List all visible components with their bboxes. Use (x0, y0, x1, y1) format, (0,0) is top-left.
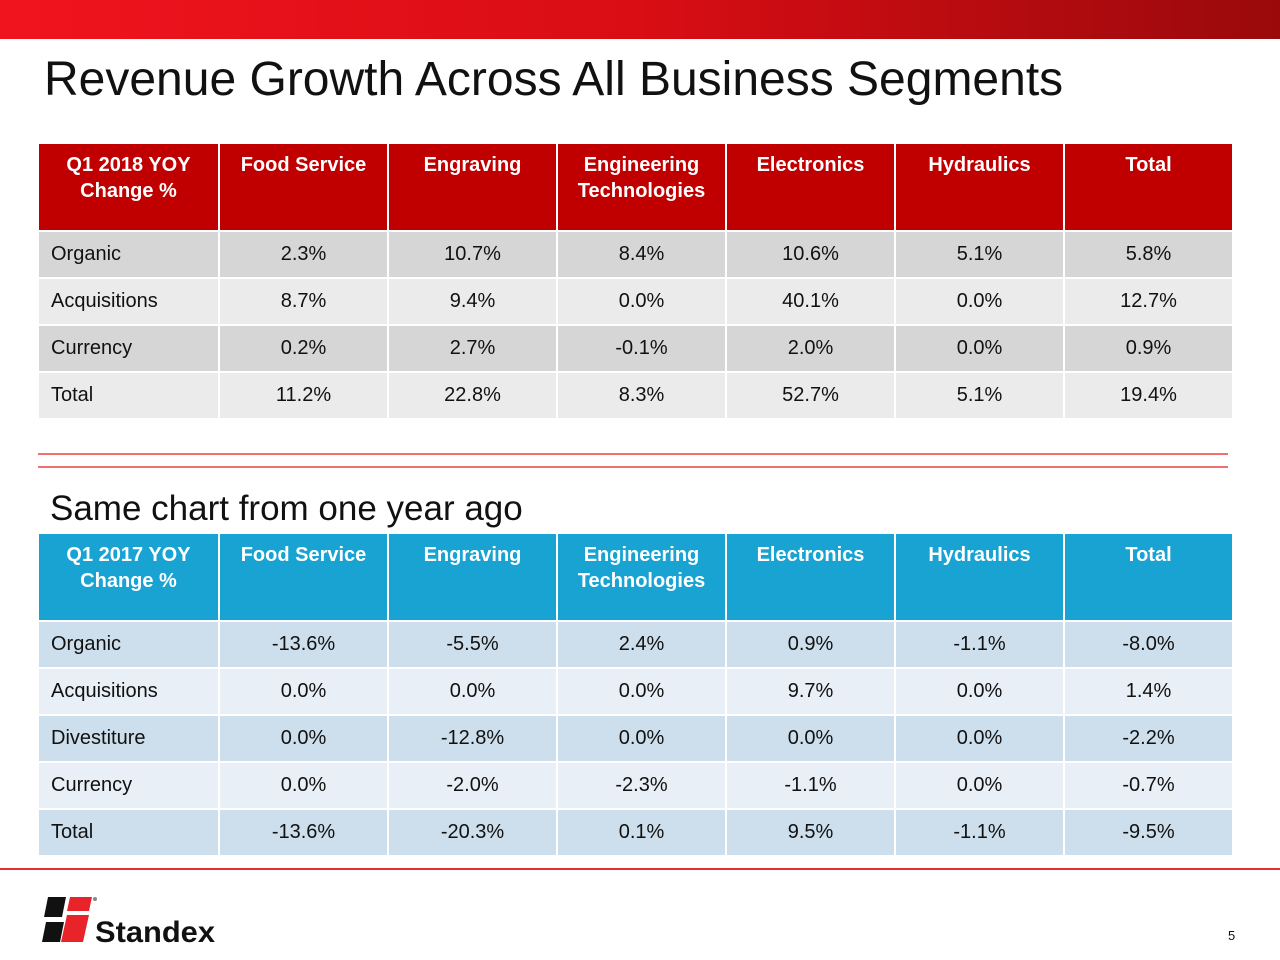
table-cell: 10.7% (389, 232, 556, 277)
table-cell: 9.4% (389, 279, 556, 324)
table-cell: 0.0% (896, 669, 1063, 714)
top-banner (0, 0, 1280, 39)
table-cell: 0.0% (558, 279, 725, 324)
table-cell: 5.8% (1065, 232, 1232, 277)
table-cell: 0.0% (389, 669, 556, 714)
table-row: Organic -13.6% -5.5% 2.4% 0.9% -1.1% -8.0% (39, 622, 1232, 667)
footer-rule (0, 868, 1280, 870)
table-cell: -12.8% (389, 716, 556, 761)
table-cell: -0.1% (558, 326, 725, 371)
divider (38, 466, 1228, 468)
table-row: Currency 0.2% 2.7% -0.1% 2.0% 0.0% 0.9% (39, 326, 1232, 371)
header-row: Q1 2018 YOY Change % Food Service Engravin… (39, 144, 1232, 230)
table-cell: 10.6% (727, 232, 894, 277)
table-row: Total 11.2% 22.8% 8.3% 52.7% 5.1% 19.4% (39, 373, 1232, 418)
row-label: Total (39, 810, 218, 855)
row-label: Currency (39, 763, 218, 808)
svg-text:Standex: Standex (95, 916, 215, 945)
table-cell: 0.0% (220, 763, 387, 808)
table-cell: -20.3% (389, 810, 556, 855)
column-header: Food Service (220, 144, 387, 230)
table-cell: -13.6% (220, 622, 387, 667)
table-cell: 2.3% (220, 232, 387, 277)
table-cell: 19.4% (1065, 373, 1232, 418)
table-cell: 5.1% (896, 373, 1063, 418)
row-label: Divestiture (39, 716, 218, 761)
table-cell: 0.1% (558, 810, 725, 855)
table-cell: 2.7% (389, 326, 556, 371)
table-cell: -13.6% (220, 810, 387, 855)
row-label: Organic (39, 622, 218, 667)
table-row: Acquisitions 8.7% 9.4% 0.0% 40.1% 0.0% 12.7% (39, 279, 1232, 324)
table-cell: 0.0% (558, 716, 725, 761)
table-cell: 2.4% (558, 622, 725, 667)
table-cell: -2.3% (558, 763, 725, 808)
column-header: Electronics (727, 534, 894, 620)
column-header: Engraving (389, 534, 556, 620)
table-cell: 0.9% (727, 622, 894, 667)
row-label: Acquisitions (39, 279, 218, 324)
table-row: Total -13.6% -20.3% 0.1% 9.5% -1.1% -9.5% (39, 810, 1232, 855)
row-label: Acquisitions (39, 669, 218, 714)
prior-year-table: Q1 2017 YOY Change % Food Service Engravin… (37, 532, 1234, 857)
table-row: Acquisitions 0.0% 0.0% 0.0% 9.7% 0.0% 1.4% (39, 669, 1232, 714)
table-cell: 5.1% (896, 232, 1063, 277)
row-label-header: Q1 2018 YOY Change % (39, 144, 218, 230)
table-cell: 8.3% (558, 373, 725, 418)
table-cell: 0.0% (896, 763, 1063, 808)
standex-logo: Standex (42, 897, 215, 945)
table-cell: -1.1% (896, 810, 1063, 855)
table-cell: -1.1% (896, 622, 1063, 667)
column-header: Total (1065, 144, 1232, 230)
column-header: Engineering Technologies (558, 144, 725, 230)
row-label-header: Q1 2017 YOY Change % (39, 534, 218, 620)
current-year-table: Q1 2018 YOY Change % Food Service Engravin… (37, 142, 1234, 420)
table-cell: 40.1% (727, 279, 894, 324)
table-cell: 0.9% (1065, 326, 1232, 371)
table-cell: -0.7% (1065, 763, 1232, 808)
table-cell: 52.7% (727, 373, 894, 418)
table-cell: 0.0% (558, 669, 725, 714)
table-cell: 11.2% (220, 373, 387, 418)
table-cell: 8.7% (220, 279, 387, 324)
table-cell: -9.5% (1065, 810, 1232, 855)
table-cell: 0.0% (220, 669, 387, 714)
table-cell: 0.0% (896, 326, 1063, 371)
column-header: Total (1065, 534, 1232, 620)
column-header: Hydraulics (896, 534, 1063, 620)
divider (38, 453, 1228, 455)
table-cell: -1.1% (727, 763, 894, 808)
column-header: Hydraulics (896, 144, 1063, 230)
table-cell: 0.0% (220, 716, 387, 761)
table-cell: 0.0% (896, 279, 1063, 324)
column-header: Engineering Technologies (558, 534, 725, 620)
table-row: Organic 2.3% 10.7% 8.4% 10.6% 5.1% 5.8% (39, 232, 1232, 277)
table-cell: -2.0% (389, 763, 556, 808)
section-subtitle: Same chart from one year ago (50, 489, 523, 528)
table-cell: 8.4% (558, 232, 725, 277)
row-label: Organic (39, 232, 218, 277)
header-row: Q1 2017 YOY Change % Food Service Engravin… (39, 534, 1232, 620)
column-header: Electronics (727, 144, 894, 230)
table-cell: 9.5% (727, 810, 894, 855)
row-label: Currency (39, 326, 218, 371)
table-cell: 22.8% (389, 373, 556, 418)
table-cell: -8.0% (1065, 622, 1232, 667)
page-title: Revenue Growth Across All Business Segme… (44, 53, 1064, 106)
table-cell: 0.2% (220, 326, 387, 371)
table-cell: 9.7% (727, 669, 894, 714)
table-cell: 12.7% (1065, 279, 1232, 324)
page-number: 5 (1228, 928, 1236, 943)
table-row: Currency 0.0% -2.0% -2.3% -1.1% 0.0% -0.7% (39, 763, 1232, 808)
table-cell: 0.0% (727, 716, 894, 761)
column-header: Food Service (220, 534, 387, 620)
column-header: Engraving (389, 144, 556, 230)
table-cell: 0.0% (896, 716, 1063, 761)
table-cell: 2.0% (727, 326, 894, 371)
table-cell: -2.2% (1065, 716, 1232, 761)
row-label: Total (39, 373, 218, 418)
table-row: Divestiture 0.0% -12.8% 0.0% 0.0% 0.0% -2.2% (39, 716, 1232, 761)
table-cell: -5.5% (389, 622, 556, 667)
table-cell: 1.4% (1065, 669, 1232, 714)
